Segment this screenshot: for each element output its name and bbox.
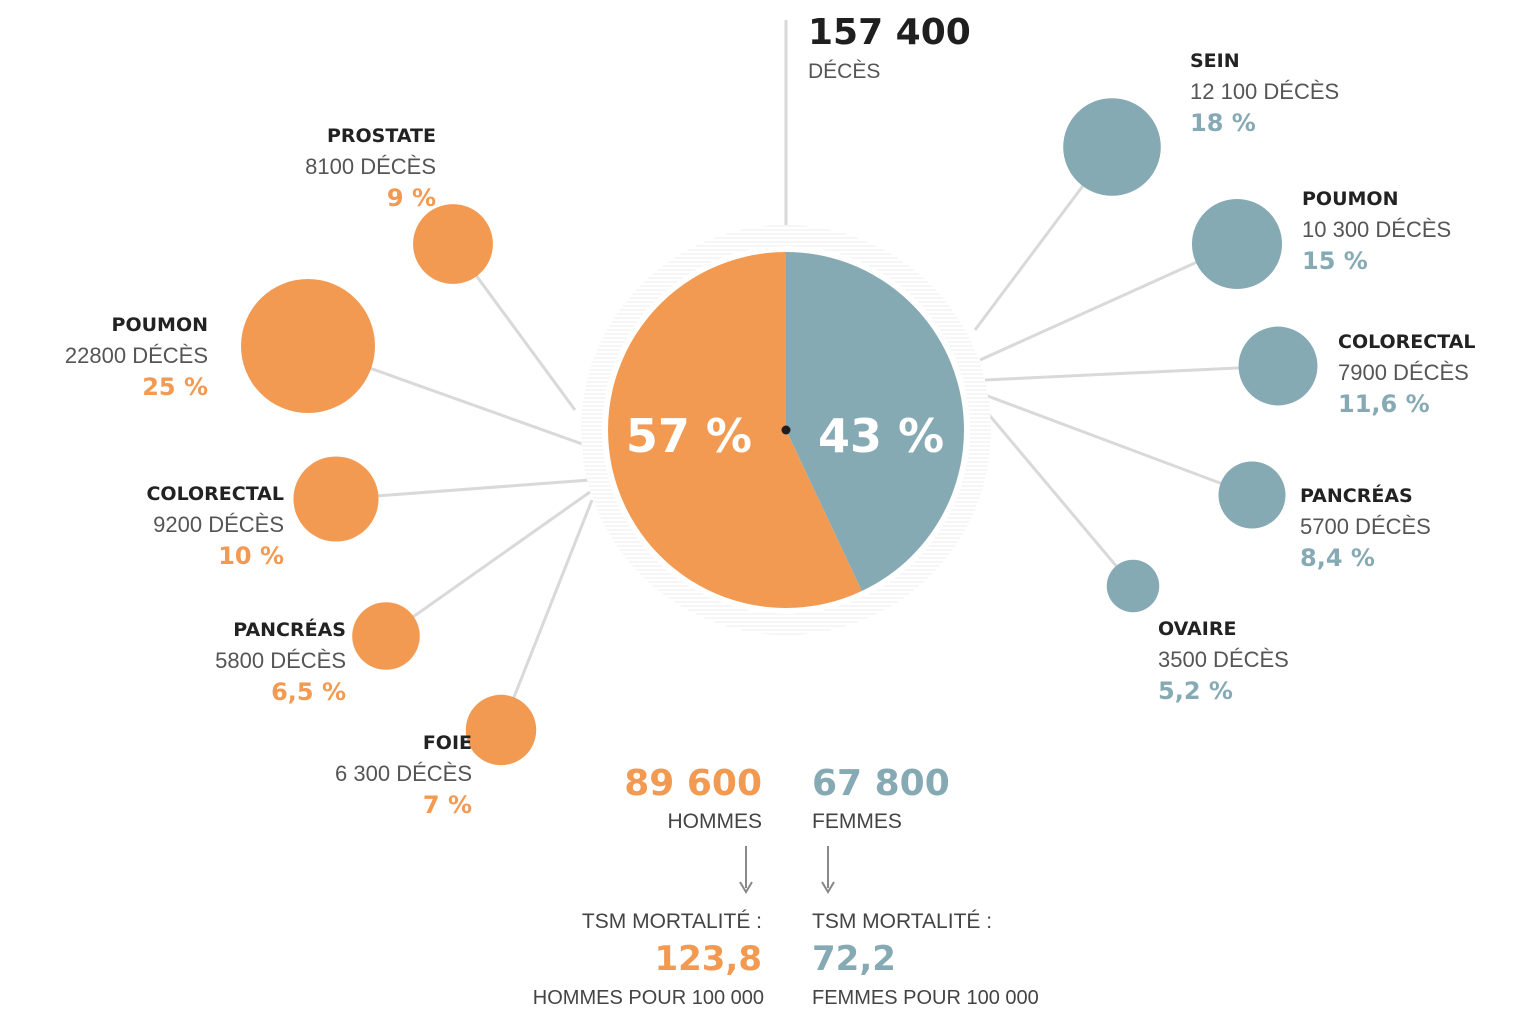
total-deaths-label: DÉCÈS <box>808 60 880 83</box>
total-deaths-value: 157 400 <box>808 12 971 53</box>
men-cancer-name: PROSTATE <box>327 125 436 147</box>
women-connector-line <box>984 393 1253 497</box>
men-cancer-deaths: 5800 DÉCÈS <box>215 648 346 673</box>
women-connector-line <box>984 364 1279 382</box>
men-cancer-deaths: 8100 DÉCÈS <box>305 154 436 179</box>
women-connector-line <box>979 242 1238 362</box>
women-total-value: 67 800 <box>812 763 950 804</box>
connector-lines <box>307 146 1279 731</box>
men-bubble <box>241 279 375 413</box>
men-cancer-name: POUMON <box>112 314 208 336</box>
men-cancer-deaths: 22800 DÉCÈS <box>65 343 208 368</box>
pie-slice-femmes <box>786 252 965 592</box>
women-tsm-unit: FEMMES POUR 100 000 <box>812 987 1039 1009</box>
women-bubble <box>1063 98 1161 196</box>
men-bubble <box>293 456 379 542</box>
women-cancer-pct: 8,4 % <box>1300 544 1375 572</box>
women-cancer-pct: 5,2 % <box>1158 677 1233 705</box>
women-share-label: 43 % <box>818 409 944 463</box>
men-share-label: 57 % <box>626 409 752 463</box>
women-cancer-deaths: 3500 DÉCÈS <box>1158 647 1289 672</box>
men-cancer-pct: 10 % <box>218 542 284 570</box>
men-total-value: 89 600 <box>624 763 762 804</box>
women-arrow-head <box>821 881 835 894</box>
pie-slice-hommes <box>608 252 862 608</box>
women-bubble <box>1238 326 1318 406</box>
men-arrow-head <box>739 881 753 894</box>
men-tsm-unit: HOMMES POUR 100 000 <box>533 987 764 1009</box>
men-connector-line <box>499 499 594 731</box>
men-cancer-name: PANCRÉAS <box>233 618 346 641</box>
main-pie <box>608 252 965 608</box>
men-bubble <box>352 602 420 670</box>
women-connector-line <box>983 409 1135 587</box>
men-bubble <box>465 694 537 766</box>
men-cancer-name: FOIE <box>423 732 472 754</box>
women-tsm-value: 72,2 <box>812 939 896 979</box>
women-bubble <box>1218 461 1286 529</box>
women-cancer-pct: 18 % <box>1190 109 1256 137</box>
cancer-labels: PROSTATE 8100 DÉCÈS 9 % POUMON 22800 DÉCÈS 25… <box>65 50 1476 819</box>
women-cancer-name: POUMON <box>1302 188 1398 210</box>
women-cancer-name: OVAIRE <box>1158 618 1236 640</box>
men-tsm-value: 123,8 <box>654 939 762 979</box>
women-bubble <box>1106 559 1160 613</box>
women-cancer-deaths: 10 300 DÉCÈS <box>1302 217 1451 242</box>
pie-center-dot <box>781 425 791 435</box>
women-cancer-name: SEIN <box>1190 50 1240 72</box>
men-cancer-pct: 7 % <box>423 791 472 819</box>
women-cancer-pct: 15 % <box>1302 247 1368 275</box>
women-total-label: FEMMES <box>812 810 902 833</box>
women-tsm-label: TSM MORTALITÉ : <box>812 910 992 933</box>
men-tsm-label: TSM MORTALITÉ : <box>582 910 762 933</box>
men-total-label: HOMMES <box>668 810 763 833</box>
women-cancer-name: COLORECTAL <box>1338 331 1476 353</box>
women-cancer-name: PANCRÉAS <box>1300 484 1413 507</box>
men-connector-line <box>385 490 591 638</box>
men-cancer-pct: 25 % <box>142 373 208 401</box>
women-cancer-deaths: 7900 DÉCÈS <box>1338 360 1469 385</box>
women-bubble <box>1191 198 1283 290</box>
men-cancer-pct: 9 % <box>387 184 436 212</box>
men-cancer-deaths: 6 300 DÉCÈS <box>335 761 472 786</box>
women-cancer-deaths: 5700 DÉCÈS <box>1300 514 1431 539</box>
men-cancer-deaths: 9200 DÉCÈS <box>153 512 284 537</box>
men-bubble <box>413 204 493 284</box>
men-cancer-name: COLORECTAL <box>146 483 284 505</box>
women-cancer-deaths: 12 100 DÉCÈS <box>1190 79 1339 104</box>
women-cancer-pct: 11,6 % <box>1338 390 1430 418</box>
cancer-bubbles <box>241 98 1318 766</box>
men-cancer-pct: 6,5 % <box>271 678 346 706</box>
